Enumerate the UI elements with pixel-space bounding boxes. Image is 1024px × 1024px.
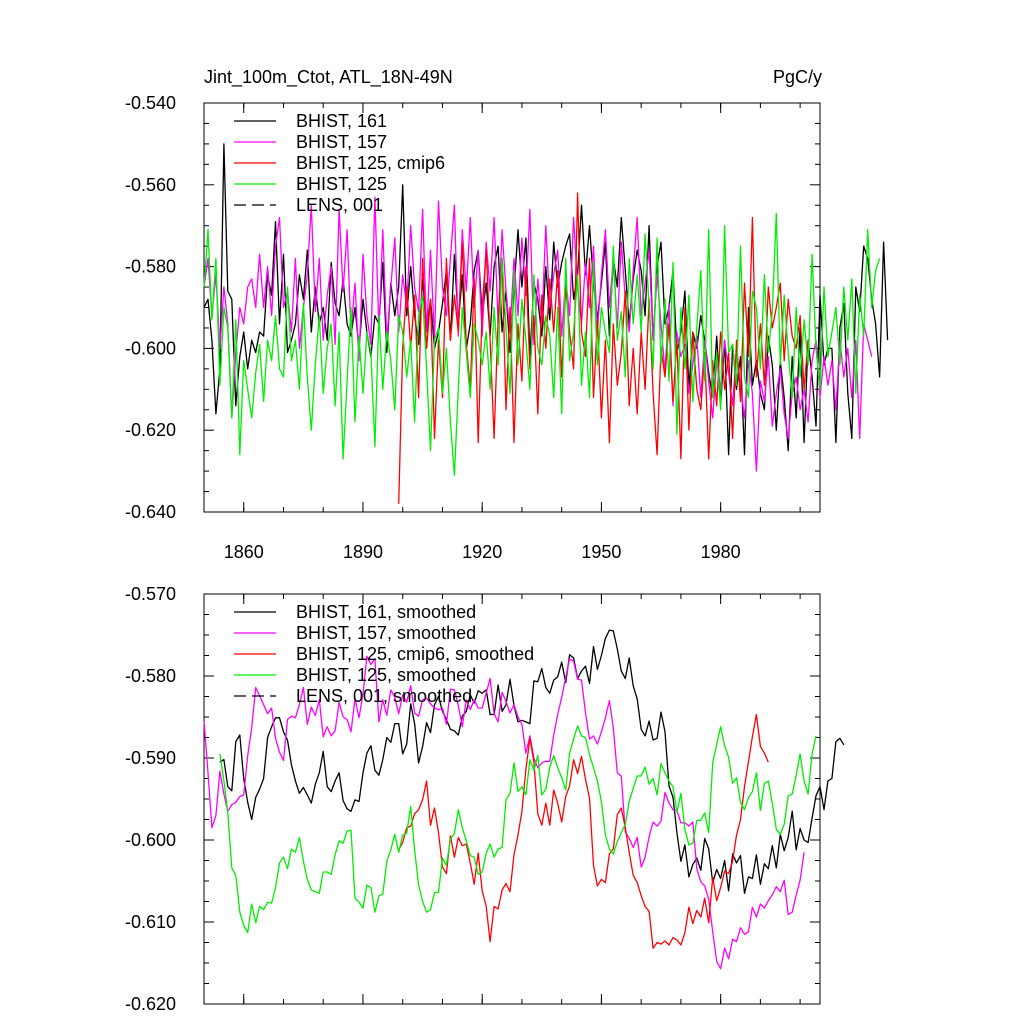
bottom-series-bhist-161-smoothed	[219, 629, 845, 894]
bottom-legend-label: BHIST, 125, cmip6, smoothed	[296, 644, 534, 664]
bottom-plot-ticks: -0.620 -0.610 -0.600 -0.590 -0.580 -0.570	[125, 584, 820, 1014]
bottom-y-tick-label: -0.580	[125, 666, 176, 686]
top-legend-label: BHIST, 161	[296, 111, 387, 131]
top-legend-label: BHIST, 125, cmip6	[296, 153, 445, 173]
top-legend-label: LENS, 001	[296, 195, 383, 215]
top-legend-label: BHIST, 157	[296, 132, 387, 152]
top-y-tick-label: -0.620	[125, 420, 176, 440]
bottom-series-bhist-125-smoothed	[219, 725, 817, 934]
top-plot-units: PgC/y	[773, 67, 822, 87]
bottom-plot-series	[203, 629, 845, 970]
top-x-tick-label: 1980	[701, 542, 741, 562]
top-y-tick-label: -0.560	[125, 175, 176, 195]
bottom-series-bhist-157-smoothed	[203, 655, 805, 970]
top-plot-ticks: 1860 1890 1920 1950 1980 -0.640 -0.620 -0.600 -0…	[125, 93, 820, 562]
top-plot: Jint_100m_Ctot, ATL_18N-49N PgC/y 1860 18…	[125, 67, 889, 562]
top-series-bhist-125-cmip6	[398, 192, 809, 504]
top-y-tick-label: -0.600	[125, 338, 176, 358]
top-x-tick-label: 1890	[343, 542, 383, 562]
top-y-tick-label: -0.640	[125, 502, 176, 522]
bottom-y-tick-label: -0.610	[125, 912, 176, 932]
top-series-bhist-157	[203, 196, 873, 472]
bottom-legend-label: LENS, 001, smoothed	[296, 686, 472, 706]
bottom-plot: -0.620 -0.610 -0.600 -0.590 -0.580 -0.570 BHI…	[125, 584, 845, 1014]
top-plot-title: Jint_100m_Ctot, ATL_18N-49N	[204, 67, 453, 88]
top-series-bhist-161	[203, 143, 889, 456]
bottom-y-tick-label: -0.590	[125, 748, 176, 768]
top-plot-series	[203, 143, 889, 504]
top-x-tick-label: 1860	[224, 542, 264, 562]
bottom-legend-label: BHIST, 161, smoothed	[296, 602, 476, 622]
bottom-legend-label: BHIST, 125, smoothed	[296, 665, 476, 685]
bottom-y-tick-label: -0.620	[125, 994, 176, 1014]
top-legend-label: BHIST, 125	[296, 174, 387, 194]
top-y-tick-label: -0.540	[125, 93, 176, 113]
bottom-y-tick-label: -0.600	[125, 830, 176, 850]
top-y-tick-label: -0.580	[125, 257, 176, 277]
bottom-legend-label: BHIST, 157, smoothed	[296, 623, 476, 643]
bottom-y-tick-label: -0.570	[125, 584, 176, 604]
bottom-series-bhist-125-cmip6-smoothed	[398, 713, 769, 949]
top-series-bhist-125	[203, 212, 881, 476]
top-x-tick-label: 1950	[581, 542, 621, 562]
top-x-tick-label: 1920	[462, 542, 502, 562]
